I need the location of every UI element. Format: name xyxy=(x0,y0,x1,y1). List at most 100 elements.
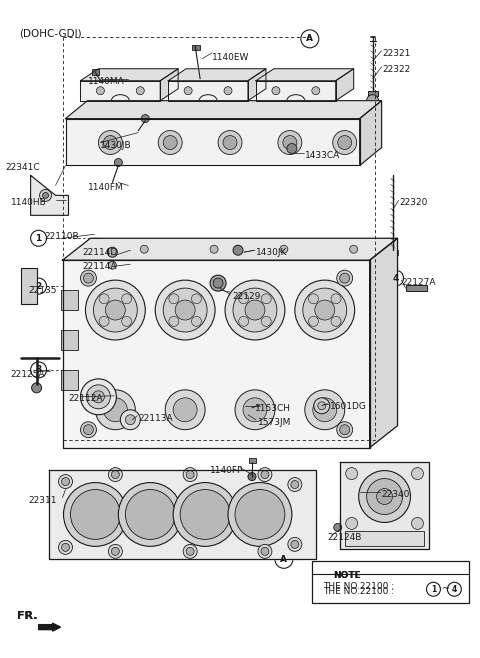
Circle shape xyxy=(210,245,218,253)
Circle shape xyxy=(169,316,179,326)
Circle shape xyxy=(301,30,319,48)
Circle shape xyxy=(447,582,461,596)
Circle shape xyxy=(121,293,132,304)
Circle shape xyxy=(192,293,202,304)
Circle shape xyxy=(85,280,145,340)
Circle shape xyxy=(165,390,205,430)
Circle shape xyxy=(99,316,109,326)
Circle shape xyxy=(173,482,237,546)
Circle shape xyxy=(210,275,226,291)
Circle shape xyxy=(387,270,404,286)
Polygon shape xyxy=(256,68,354,81)
Bar xyxy=(345,532,424,546)
Circle shape xyxy=(61,478,70,486)
Text: 1140FP: 1140FP xyxy=(210,466,243,474)
Circle shape xyxy=(108,468,122,482)
Circle shape xyxy=(119,482,182,546)
Circle shape xyxy=(334,523,342,532)
Circle shape xyxy=(59,474,72,488)
Circle shape xyxy=(121,316,132,326)
Circle shape xyxy=(86,385,110,409)
Circle shape xyxy=(155,280,215,340)
Circle shape xyxy=(103,398,127,422)
Polygon shape xyxy=(48,470,316,559)
Text: FR.: FR. xyxy=(17,611,37,621)
Polygon shape xyxy=(65,101,382,118)
Text: 22113A: 22113A xyxy=(138,414,173,422)
Circle shape xyxy=(261,316,271,326)
Circle shape xyxy=(411,468,423,480)
Circle shape xyxy=(108,247,117,257)
Polygon shape xyxy=(65,118,360,165)
Circle shape xyxy=(367,478,403,515)
Circle shape xyxy=(305,390,345,430)
Circle shape xyxy=(173,398,197,422)
Bar xyxy=(21,268,36,304)
Bar xyxy=(60,290,78,310)
Circle shape xyxy=(225,280,285,340)
Text: 22135: 22135 xyxy=(29,286,57,295)
Text: 1430JK: 1430JK xyxy=(256,248,288,257)
Circle shape xyxy=(291,480,299,488)
Circle shape xyxy=(295,280,355,340)
Text: 22114A: 22114A xyxy=(83,262,117,271)
Circle shape xyxy=(61,544,70,551)
Polygon shape xyxy=(248,68,266,101)
Circle shape xyxy=(272,87,280,95)
Text: 1430JB: 1430JB xyxy=(100,141,132,149)
Polygon shape xyxy=(168,81,248,101)
Text: 22110B: 22110B xyxy=(45,232,79,241)
Circle shape xyxy=(261,547,269,555)
Circle shape xyxy=(180,490,230,540)
Circle shape xyxy=(228,482,292,546)
Text: A: A xyxy=(280,555,288,564)
FancyArrow shape xyxy=(38,623,60,631)
Circle shape xyxy=(338,136,352,149)
Circle shape xyxy=(93,391,104,403)
Circle shape xyxy=(377,488,393,505)
Circle shape xyxy=(235,390,275,430)
Text: NOTE: NOTE xyxy=(333,571,360,580)
Text: 1153CH: 1153CH xyxy=(255,404,291,413)
Circle shape xyxy=(111,547,120,555)
Text: 1140EW: 1140EW xyxy=(212,53,250,62)
Circle shape xyxy=(239,293,249,304)
Circle shape xyxy=(280,245,288,253)
Circle shape xyxy=(288,478,302,492)
Circle shape xyxy=(350,245,358,253)
Text: 22321: 22321 xyxy=(383,49,411,58)
Circle shape xyxy=(43,192,48,198)
Text: 1140MA: 1140MA xyxy=(88,77,125,86)
Circle shape xyxy=(261,293,271,304)
Polygon shape xyxy=(62,260,370,447)
Circle shape xyxy=(359,470,410,522)
Circle shape xyxy=(318,402,326,410)
Bar xyxy=(368,91,378,95)
Circle shape xyxy=(186,547,194,555)
Circle shape xyxy=(192,316,202,326)
Circle shape xyxy=(103,136,117,149)
Circle shape xyxy=(108,544,122,559)
Circle shape xyxy=(340,424,350,435)
Polygon shape xyxy=(81,81,160,101)
Bar xyxy=(387,250,397,255)
Bar xyxy=(192,45,200,50)
Circle shape xyxy=(333,130,357,155)
Text: 1573JM: 1573JM xyxy=(258,418,291,427)
Circle shape xyxy=(288,538,302,551)
Text: A: A xyxy=(306,34,313,43)
Circle shape xyxy=(283,136,297,149)
Circle shape xyxy=(63,482,127,546)
Circle shape xyxy=(163,288,207,332)
Bar xyxy=(60,330,78,350)
Polygon shape xyxy=(340,462,430,549)
Circle shape xyxy=(312,87,320,95)
Circle shape xyxy=(287,143,297,153)
Circle shape xyxy=(175,300,195,320)
Text: 22127A: 22127A xyxy=(402,278,436,287)
Circle shape xyxy=(158,130,182,155)
Circle shape xyxy=(98,130,122,155)
Circle shape xyxy=(258,544,272,559)
Circle shape xyxy=(84,273,94,283)
Circle shape xyxy=(367,95,379,107)
